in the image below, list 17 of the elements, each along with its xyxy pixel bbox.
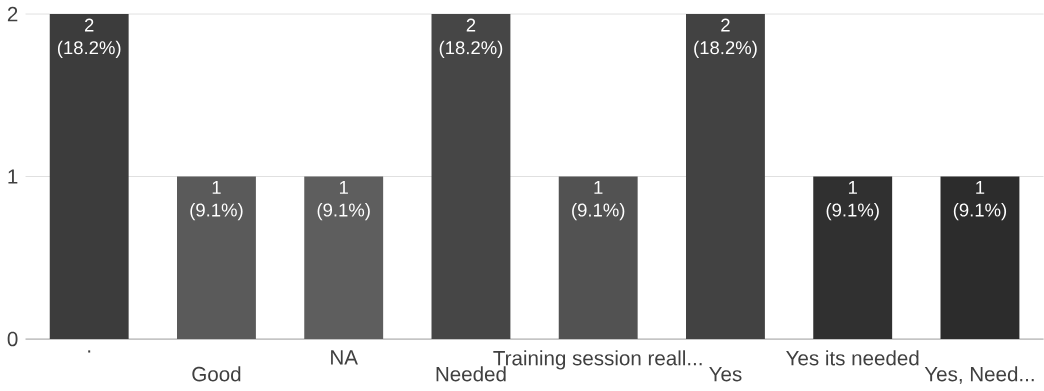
y-tick-label: 2 [7,7,18,22]
data-label: 1 (9.1%) [572,181,625,221]
data-label: 2 (18.2%) [439,18,503,59]
x-tick-label: Good [192,366,241,382]
x-tick-label: Yes its needed [786,350,919,366]
data-label: 2 (18.2%) [694,18,757,59]
data-label: 1 (9.1%) [190,181,243,221]
data-label: 1 (9.1%) [317,181,370,221]
y-tick-label: 1 [8,169,18,184]
y-tick-label: 0 [7,331,18,347]
x-tick-label: NA [331,350,358,365]
data-label: 1 (9.1%) [953,181,1007,221]
data-label: 2 (18.2%) [57,18,121,59]
x-tick-label: Yes, Need... [924,366,1034,385]
x-tick-label: Yes [709,367,742,382]
x-tick-label: . [88,350,91,353]
data-label: 1 (9.1%) [826,181,879,221]
